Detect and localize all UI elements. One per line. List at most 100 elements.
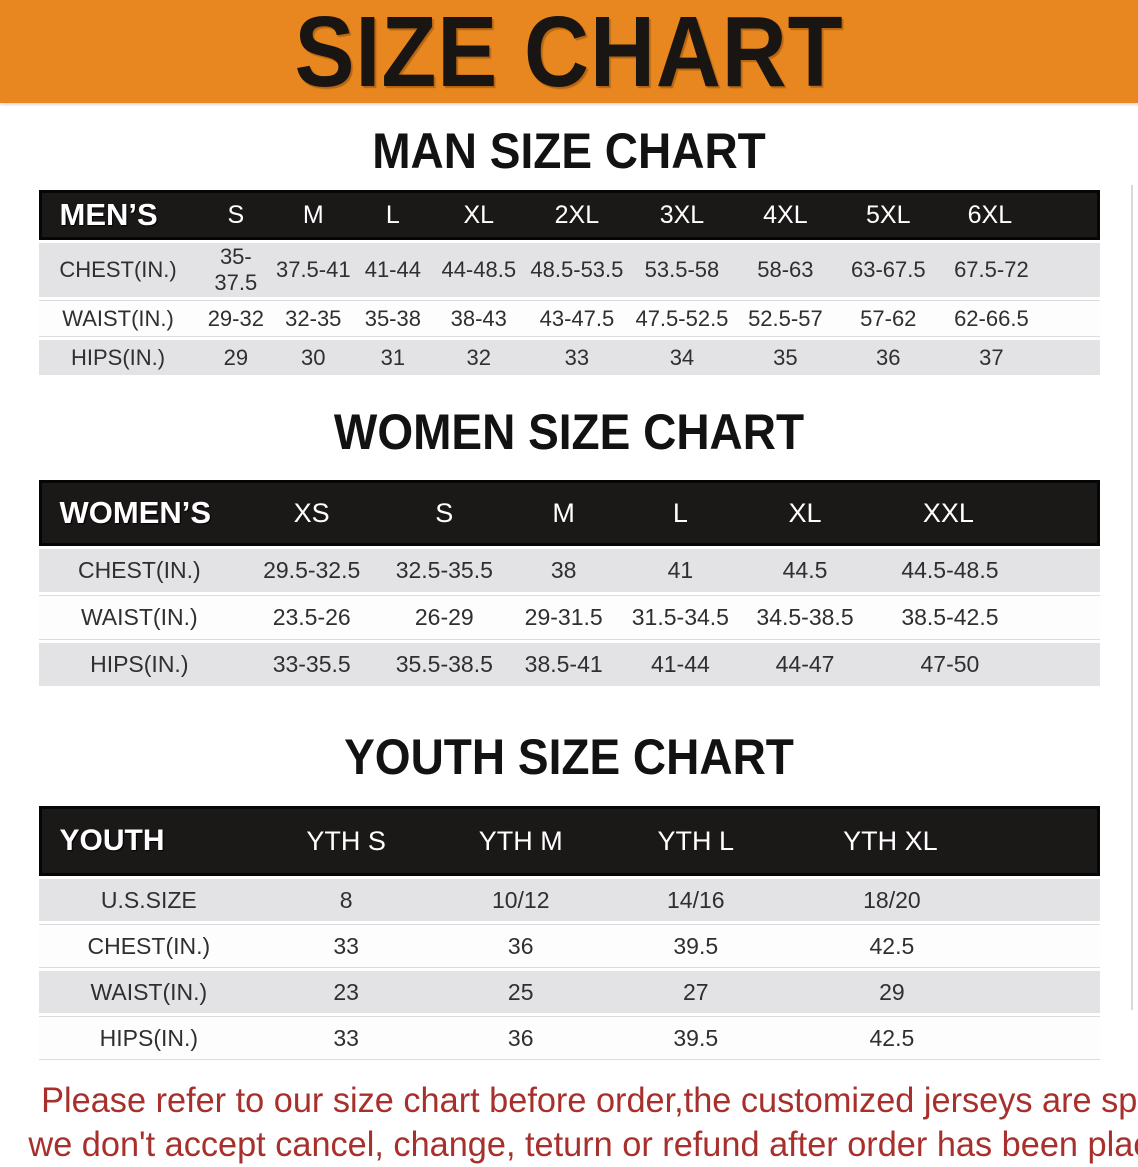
women-chest-value: 29.5-32.5 xyxy=(240,549,384,592)
men-waist-value: 32-35 xyxy=(274,300,353,337)
men-waist-value: 38-43 xyxy=(433,300,525,337)
women-col-s: S xyxy=(383,480,506,546)
women-chest-value: 38 xyxy=(505,549,623,592)
row-label-ussize: U.S.SIZE xyxy=(38,879,260,921)
men-hips-value: 30 xyxy=(274,340,353,375)
youth-hips-value: 39.5 xyxy=(608,1016,784,1060)
women-col-l: L xyxy=(622,480,739,546)
men-col-5xl: 5XL xyxy=(836,190,941,240)
men-section-heading: MAN SIZE CHART xyxy=(372,123,766,179)
women-waist-value: 38.5-42.5 xyxy=(871,595,1100,640)
women-col-xs: XS xyxy=(240,480,384,546)
women-chest-value: 44.5-48.5 xyxy=(871,549,1100,592)
women-waist-value: 23.5-26 xyxy=(240,595,384,640)
women-chest-row: CHEST(IN.) 29.5-32.5 32.5-35.5 38 41 44.… xyxy=(38,549,1100,592)
women-waist-row: WAIST(IN.) 23.5-26 26-29 29-31.5 31.5-34… xyxy=(38,595,1100,640)
men-col-6xl: 6XL xyxy=(940,190,1100,240)
women-col-xxl: XXL xyxy=(871,480,1100,546)
women-col-m: M xyxy=(505,480,623,546)
men-size-table: MEN’S S M L XL 2XL 3XL 4XL 5XL 6XL CHEST… xyxy=(38,187,1100,378)
row-label-waist: WAIST(IN.) xyxy=(38,300,198,337)
women-chest-value: 32.5-35.5 xyxy=(383,549,506,592)
youth-chest-row: CHEST(IN.) 33 36 39.5 42.5 xyxy=(38,924,1100,968)
disclaimer-line-2: we don't accept cancel, change, teturn o… xyxy=(28,1125,1138,1164)
men-hips-value: 33 xyxy=(524,340,630,375)
youth-waist-value: 27 xyxy=(608,971,784,1013)
women-waist-value: 29-31.5 xyxy=(505,595,623,640)
youth-waist-value: 23 xyxy=(259,971,434,1013)
row-label-chest: CHEST(IN.) xyxy=(38,549,241,592)
men-hips-value: 31 xyxy=(352,340,434,375)
youth-section-heading: YOUTH SIZE CHART xyxy=(344,729,794,785)
men-waist-value: 47.5-52.5 xyxy=(629,300,735,337)
men-col-xl: XL xyxy=(433,190,525,240)
women-chest-value: 41 xyxy=(622,549,739,592)
men-chest-value: 58-63 xyxy=(734,243,837,297)
men-hips-value: 32 xyxy=(433,340,525,375)
men-chest-value: 63-67.5 xyxy=(836,243,941,297)
youth-table-label: YOUTH xyxy=(38,806,260,876)
youth-size-table: YOUTH YTH S YTH M YTH L YTH XL U.S.SIZE … xyxy=(38,803,1100,1063)
men-header-row: MEN’S S M L XL 2XL 3XL 4XL 5XL 6XL xyxy=(38,190,1100,240)
youth-ussize-value: 8 xyxy=(259,879,434,921)
youth-waist-value: 29 xyxy=(783,971,1100,1013)
men-chest-row: CHEST(IN.) 35-37.5 37.5-41 41-44 44-48.5… xyxy=(38,243,1100,297)
men-hips-value: 35 xyxy=(734,340,837,375)
men-chest-value: 48.5-53.5 xyxy=(524,243,630,297)
men-chest-value: 37.5-41 xyxy=(274,243,353,297)
men-col-l: L xyxy=(352,190,434,240)
women-waist-value: 26-29 xyxy=(383,595,506,640)
men-chest-value: 41-44 xyxy=(352,243,434,297)
women-hips-value: 41-44 xyxy=(622,643,739,686)
men-waist-value: 35-38 xyxy=(352,300,434,337)
men-hips-value: 34 xyxy=(629,340,735,375)
men-table-label: MEN’S xyxy=(38,190,198,240)
women-waist-value: 31.5-34.5 xyxy=(622,595,739,640)
men-hips-value: 36 xyxy=(836,340,941,375)
men-waist-value: 62-66.5 xyxy=(940,300,1100,337)
men-col-m: M xyxy=(274,190,353,240)
women-table-label: WOMEN’S xyxy=(38,480,241,546)
row-label-hips: HIPS(IN.) xyxy=(38,1016,260,1060)
youth-hips-value: 33 xyxy=(259,1016,434,1060)
youth-chest-value: 33 xyxy=(259,924,434,968)
row-label-chest: CHEST(IN.) xyxy=(38,243,198,297)
size-chart-banner: SIZE CHART xyxy=(0,0,1138,103)
youth-hips-value: 42.5 xyxy=(783,1016,1100,1060)
youth-ussize-value: 18/20 xyxy=(783,879,1100,921)
men-waist-value: 43-47.5 xyxy=(524,300,630,337)
youth-hips-value: 36 xyxy=(433,1016,609,1060)
row-label-hips: HIPS(IN.) xyxy=(38,340,198,375)
men-hips-row: HIPS(IN.) 29 30 31 32 33 34 35 36 37 xyxy=(38,340,1100,375)
youth-waist-value: 25 xyxy=(433,971,609,1013)
women-chest-value: 44.5 xyxy=(738,549,872,592)
youth-ussize-value: 14/16 xyxy=(608,879,784,921)
men-chest-value: 53.5-58 xyxy=(629,243,735,297)
right-edge-artifact-line xyxy=(1131,185,1133,1010)
women-waist-value: 34.5-38.5 xyxy=(738,595,872,640)
women-section-heading: WOMEN SIZE CHART xyxy=(333,404,805,460)
youth-chest-value: 42.5 xyxy=(783,924,1100,968)
men-waist-value: 57-62 xyxy=(836,300,941,337)
women-hips-value: 33-35.5 xyxy=(240,643,384,686)
women-size-table: WOMEN’S XS S M L XL XXL CHEST(IN.) 29.5-… xyxy=(38,477,1100,689)
men-waist-row: WAIST(IN.) 29-32 32-35 35-38 38-43 43-47… xyxy=(38,300,1100,337)
men-hips-value: 37 xyxy=(940,340,1100,375)
youth-chest-value: 39.5 xyxy=(608,924,784,968)
women-hips-value: 44-47 xyxy=(738,643,872,686)
women-col-xl: XL xyxy=(738,480,872,546)
youth-col-yth-xl: YTH XL xyxy=(783,806,1100,876)
row-label-hips: HIPS(IN.) xyxy=(38,643,241,686)
row-label-chest: CHEST(IN.) xyxy=(38,924,260,968)
youth-col-yth-l: YTH L xyxy=(608,806,784,876)
youth-col-yth-m: YTH M xyxy=(433,806,609,876)
banner-title: SIZE CHART xyxy=(294,0,844,108)
men-col-s: S xyxy=(197,190,275,240)
men-chest-value: 35-37.5 xyxy=(197,243,275,297)
youth-chest-value: 36 xyxy=(433,924,609,968)
men-chest-value: 44-48.5 xyxy=(433,243,525,297)
men-col-2xl: 2XL xyxy=(524,190,630,240)
men-hips-value: 29 xyxy=(197,340,275,375)
women-header-row: WOMEN’S XS S M L XL XXL xyxy=(38,480,1100,546)
men-waist-value: 29-32 xyxy=(197,300,275,337)
